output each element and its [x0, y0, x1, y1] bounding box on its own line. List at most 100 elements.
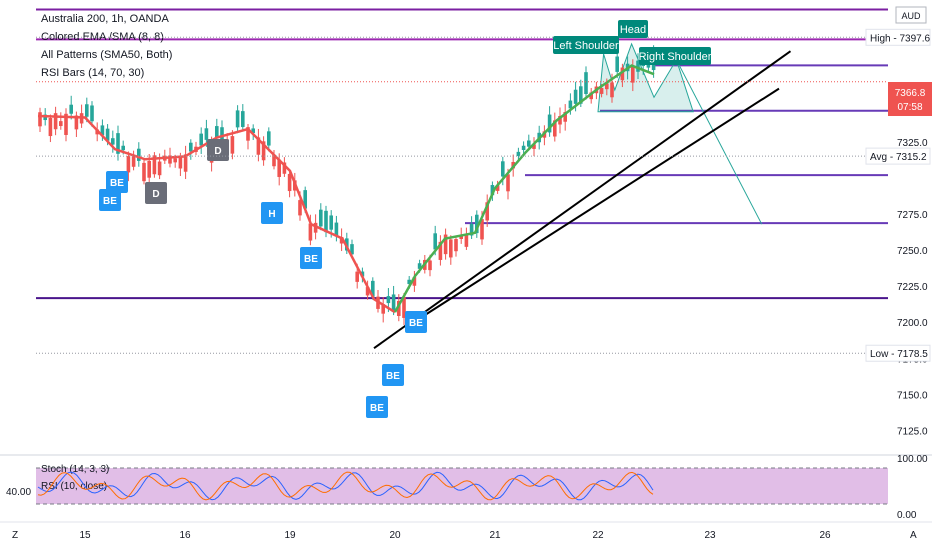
oscillator-pane[interactable]: Stoch (14, 3, 3) RSI (10, close) 40.00 1…	[0, 454, 932, 521]
candle-body	[464, 233, 469, 247]
candle-body	[558, 116, 562, 125]
candle-body	[506, 174, 510, 192]
countdown-value: 07:58	[897, 102, 922, 113]
candle-body	[365, 287, 370, 296]
marker-text: BE	[110, 178, 124, 189]
candle-body	[173, 158, 177, 163]
x-axis-tick: 19	[284, 530, 296, 541]
x-axis-tick: 21	[489, 530, 501, 541]
stat-label: Avg - 7315.2	[870, 152, 927, 163]
stat-box	[865, 147, 931, 165]
candle-body	[417, 263, 422, 269]
candle-body	[397, 300, 401, 316]
y-axis-tick: 7225.0	[897, 282, 928, 293]
candle-body	[59, 121, 63, 127]
marker-badge	[145, 182, 167, 204]
candle-body	[313, 222, 318, 233]
candle-body	[402, 296, 406, 318]
osc-legend-stoch: Stoch (14, 3, 3)	[41, 464, 109, 475]
osc-axis-bottom: 0.00	[897, 510, 917, 521]
marker-badge	[366, 396, 388, 418]
candle-body	[261, 141, 266, 161]
candle-body	[324, 210, 328, 233]
marker-text: BE	[103, 196, 117, 207]
trendline	[424, 87, 780, 316]
candle-body	[204, 128, 209, 140]
right-shoulder-label: Right Shoulder	[639, 51, 712, 63]
marker-badge	[261, 202, 283, 224]
candle-body	[272, 154, 276, 167]
candle-body	[100, 125, 105, 136]
candle-body	[501, 161, 505, 177]
stats-labels: High - 7397.6 Avg - 7315.2 Low - 7178.5	[36, 28, 931, 362]
head-box	[618, 20, 648, 38]
legend-symbol: Australia 200, 1h, OANDA	[41, 13, 169, 25]
ema-line	[37, 64, 655, 314]
stat-box	[865, 28, 931, 46]
x-axis-tick: 15	[79, 530, 91, 541]
currency-badge[interactable]	[895, 6, 927, 24]
corner-a[interactable]: A	[910, 530, 917, 541]
candle-body	[142, 162, 146, 182]
marker-text: D	[152, 189, 159, 200]
marker-text: BE	[409, 318, 423, 329]
candle-body	[433, 233, 437, 250]
candle-body	[454, 239, 458, 252]
price-axis[interactable]: AUD 7325.07275.07250.07225.07200.07175.0…	[888, 0, 932, 455]
stoch-band	[36, 468, 888, 504]
candle-body	[610, 82, 614, 98]
y-axis-tick: 7325.0	[897, 138, 928, 149]
candle-body	[605, 83, 609, 90]
candle-body	[199, 133, 203, 146]
candle-body	[495, 185, 500, 191]
candle-body	[303, 190, 307, 209]
time-axis[interactable]: Z A 15 16 19 20 21 22 23 26	[0, 521, 932, 541]
candle-body	[298, 200, 302, 216]
candle-body	[381, 304, 385, 314]
candle-body	[584, 72, 588, 95]
marker-badge	[207, 139, 229, 161]
candle-body	[48, 117, 53, 137]
x-axis-tick: 16	[179, 530, 191, 541]
candle-body	[152, 155, 157, 175]
candle-body	[579, 86, 583, 104]
candle-body	[547, 114, 552, 133]
candle-body	[480, 219, 484, 240]
ema-green-segment	[393, 64, 655, 313]
candle-body	[438, 241, 443, 260]
candle-body	[256, 137, 261, 155]
candle-body	[553, 120, 557, 137]
candle-body	[391, 294, 396, 312]
candle-body	[183, 154, 188, 172]
candle-body	[319, 209, 323, 227]
candle-body	[329, 215, 333, 230]
stat-label: Low - 7178.5	[870, 349, 928, 360]
candle-body	[532, 144, 536, 149]
candle-body	[350, 244, 354, 255]
candle-body	[563, 112, 567, 122]
marker-badge	[300, 247, 322, 269]
trendlines[interactable]	[373, 50, 792, 349]
candle-body	[371, 280, 375, 297]
hs-projection	[675, 59, 763, 225]
candle-body	[178, 155, 183, 169]
candle-body	[189, 142, 193, 152]
candle-body	[620, 67, 625, 81]
candle-body	[334, 222, 339, 237]
stat-label: High - 7397.6	[870, 33, 930, 44]
candle-body	[355, 271, 359, 282]
candle-body	[469, 223, 474, 236]
candle-body	[251, 128, 255, 134]
stoch-lines	[37, 471, 654, 501]
marker-badge	[382, 364, 404, 386]
candle-body	[516, 151, 521, 157]
candle-body	[277, 159, 281, 177]
candle-body	[267, 131, 271, 146]
corner-z[interactable]: Z	[12, 530, 18, 541]
candle-body	[339, 236, 344, 244]
candle-body	[246, 127, 250, 141]
candle-body	[599, 88, 604, 94]
candle-body	[615, 56, 619, 72]
candle-body	[121, 145, 125, 151]
